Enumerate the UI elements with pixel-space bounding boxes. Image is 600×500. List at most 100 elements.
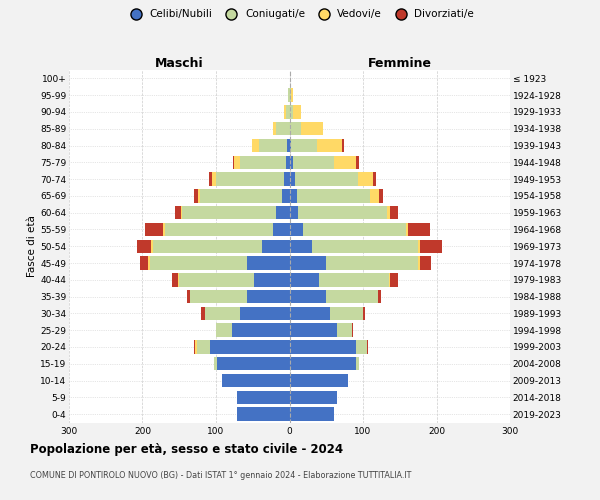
- Bar: [276, 206, 290, 220]
- Bar: [179, 273, 254, 286]
- Bar: [337, 324, 352, 337]
- Bar: [247, 290, 290, 304]
- Bar: [363, 306, 365, 320]
- Y-axis label: Fasce di età: Fasce di età: [27, 216, 37, 277]
- Text: Popolazione per età, sesso e stato civile - 2024: Popolazione per età, sesso e stato civil…: [30, 442, 343, 456]
- Bar: [151, 240, 153, 253]
- Bar: [190, 290, 247, 304]
- Bar: [291, 88, 293, 102]
- Bar: [390, 206, 398, 220]
- Bar: [293, 106, 301, 118]
- Bar: [254, 273, 290, 286]
- Bar: [298, 206, 386, 220]
- Bar: [419, 256, 431, 270]
- Bar: [373, 172, 376, 186]
- Bar: [259, 139, 287, 152]
- Bar: [290, 172, 295, 186]
- Bar: [214, 357, 217, 370]
- Bar: [352, 324, 353, 337]
- Bar: [303, 223, 406, 236]
- Bar: [319, 273, 389, 286]
- Bar: [181, 206, 182, 220]
- Bar: [235, 156, 240, 169]
- Bar: [209, 172, 212, 186]
- Bar: [197, 189, 200, 202]
- Bar: [205, 306, 239, 320]
- Bar: [406, 223, 408, 236]
- Bar: [148, 256, 150, 270]
- Bar: [290, 390, 337, 404]
- Bar: [290, 240, 311, 253]
- Bar: [216, 172, 284, 186]
- Bar: [330, 306, 363, 320]
- Bar: [197, 340, 210, 353]
- Bar: [290, 106, 293, 118]
- Bar: [290, 273, 319, 286]
- Bar: [240, 156, 286, 169]
- Bar: [276, 122, 290, 136]
- Bar: [290, 139, 291, 152]
- Bar: [367, 340, 368, 353]
- Bar: [326, 290, 378, 304]
- Bar: [247, 256, 290, 270]
- Bar: [172, 273, 178, 286]
- Bar: [140, 256, 148, 270]
- Bar: [194, 189, 197, 202]
- Bar: [150, 256, 247, 270]
- Bar: [291, 139, 317, 152]
- Bar: [290, 122, 301, 136]
- Bar: [274, 223, 290, 236]
- Bar: [236, 390, 290, 404]
- Bar: [252, 139, 259, 152]
- Bar: [187, 290, 190, 304]
- Bar: [290, 340, 356, 353]
- Bar: [153, 240, 262, 253]
- Bar: [386, 206, 390, 220]
- Bar: [326, 256, 418, 270]
- Bar: [232, 324, 290, 337]
- Bar: [182, 206, 276, 220]
- Bar: [290, 206, 298, 220]
- Bar: [301, 122, 323, 136]
- Bar: [200, 189, 282, 202]
- Text: COMUNE DI PONTIROLO NUOVO (BG) - Dati ISTAT 1° gennaio 2024 - Elaborazione TUTTI: COMUNE DI PONTIROLO NUOVO (BG) - Dati IS…: [30, 471, 412, 480]
- Bar: [293, 156, 334, 169]
- Bar: [290, 306, 330, 320]
- Bar: [418, 240, 419, 253]
- Bar: [287, 139, 290, 152]
- Text: Maschi: Maschi: [155, 57, 203, 70]
- Bar: [175, 206, 181, 220]
- Bar: [163, 223, 164, 236]
- Bar: [419, 240, 442, 253]
- Bar: [216, 324, 232, 337]
- Bar: [390, 273, 398, 286]
- Bar: [408, 223, 430, 236]
- Bar: [222, 374, 290, 388]
- Bar: [290, 324, 337, 337]
- Bar: [178, 273, 179, 286]
- Bar: [290, 88, 291, 102]
- Bar: [202, 306, 205, 320]
- Bar: [370, 189, 379, 202]
- Bar: [282, 189, 290, 202]
- Bar: [290, 223, 303, 236]
- Bar: [343, 139, 344, 152]
- Bar: [284, 106, 286, 118]
- Bar: [290, 290, 326, 304]
- Bar: [356, 357, 359, 370]
- Bar: [418, 256, 419, 270]
- Legend: Celibi/Nubili, Coniugati/e, Vedovi/e, Divorziati/e: Celibi/Nubili, Coniugati/e, Vedovi/e, Di…: [122, 5, 478, 24]
- Bar: [290, 374, 348, 388]
- Bar: [286, 156, 290, 169]
- Bar: [290, 408, 334, 421]
- Bar: [358, 172, 373, 186]
- Bar: [290, 156, 293, 169]
- Bar: [217, 357, 290, 370]
- Bar: [137, 240, 151, 253]
- Bar: [233, 156, 235, 169]
- Bar: [262, 240, 290, 253]
- Bar: [378, 290, 382, 304]
- Bar: [334, 156, 356, 169]
- Bar: [290, 256, 326, 270]
- Bar: [290, 189, 297, 202]
